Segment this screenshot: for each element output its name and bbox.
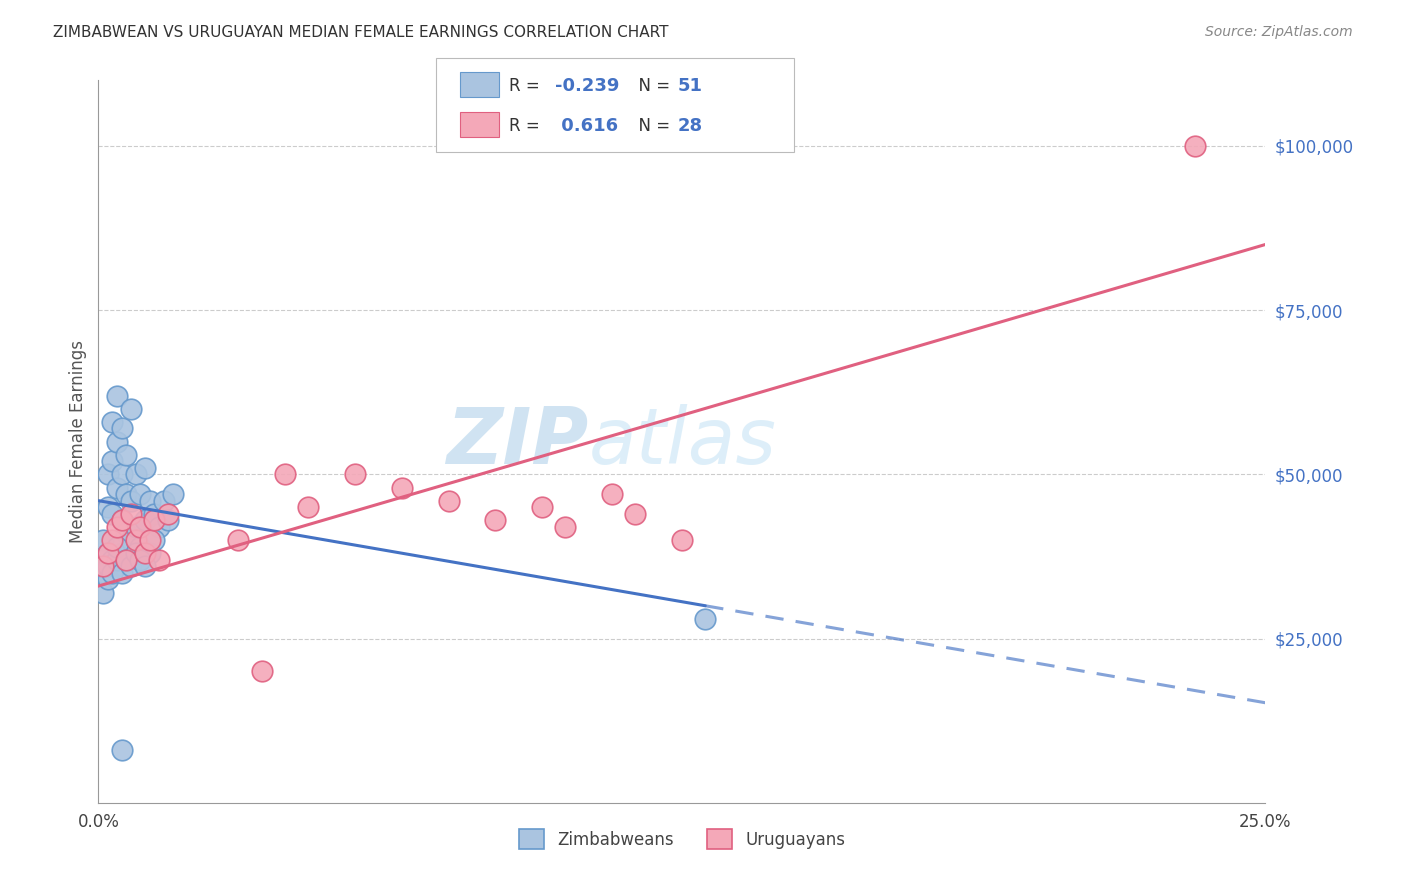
Point (125, 520, 148, 534)
Point (105, 481, 128, 495)
Point (250, 665, 273, 679)
Point (105, 434, 128, 449)
Point (111, 513, 134, 527)
Point (554, 520, 576, 534)
Point (274, 467, 297, 482)
Point (91, 566, 114, 580)
Text: -0.239: -0.239 (555, 78, 620, 95)
Point (101, 553, 124, 567)
Text: atlas: atlas (589, 403, 776, 480)
Text: ZIMBABWEAN VS URUGUAYAN MEDIAN FEMALE EARNINGS CORRELATION CHART: ZIMBABWEAN VS URUGUAYAN MEDIAN FEMALE EA… (53, 25, 669, 40)
Point (115, 448, 138, 462)
Point (120, 533, 142, 547)
Point (105, 520, 128, 534)
Point (101, 454, 124, 468)
Point (111, 546, 134, 560)
Text: 28: 28 (678, 117, 703, 135)
Text: 51: 51 (678, 78, 703, 95)
Text: Source: ZipAtlas.com: Source: ZipAtlas.com (1205, 25, 1353, 39)
Point (101, 566, 124, 580)
Point (91, 533, 114, 547)
Point (134, 559, 156, 574)
Point (115, 487, 138, 501)
Point (134, 460, 156, 475)
Point (115, 553, 138, 567)
Text: 0.616: 0.616 (555, 117, 619, 135)
Point (125, 533, 148, 547)
Point (120, 507, 142, 521)
Point (134, 546, 156, 560)
Point (115, 526, 138, 541)
Point (624, 507, 647, 521)
Point (125, 546, 148, 560)
Legend: Zimbabweans, Uruguayans: Zimbabweans, Uruguayans (512, 822, 852, 856)
Point (105, 540, 128, 554)
Point (1184, 139, 1206, 153)
Text: R =: R = (509, 78, 546, 95)
Point (97, 559, 120, 574)
Point (148, 520, 170, 534)
Point (157, 507, 180, 521)
Point (600, 487, 623, 501)
Point (228, 533, 250, 547)
Point (101, 415, 124, 429)
Point (101, 533, 124, 547)
Text: N =: N = (628, 78, 676, 95)
Point (97, 546, 120, 560)
Point (115, 553, 138, 567)
Point (101, 507, 124, 521)
Point (125, 467, 148, 482)
Point (143, 507, 166, 521)
Point (111, 513, 134, 527)
Y-axis label: Median Female Earnings: Median Female Earnings (69, 340, 87, 543)
Point (530, 500, 553, 515)
Point (97, 500, 120, 515)
Point (139, 533, 162, 547)
Point (139, 493, 162, 508)
Point (129, 540, 152, 554)
Point (129, 553, 152, 567)
Text: N =: N = (628, 117, 676, 135)
Point (134, 513, 156, 527)
Point (97, 573, 120, 587)
Point (97, 467, 120, 482)
Point (671, 533, 693, 547)
Point (157, 513, 180, 527)
Point (129, 520, 152, 534)
Text: ZIP: ZIP (446, 403, 589, 480)
Point (152, 493, 174, 508)
Point (111, 467, 134, 482)
Point (120, 559, 142, 574)
Point (297, 500, 319, 515)
Point (162, 487, 184, 501)
Point (484, 513, 506, 527)
Point (105, 553, 128, 567)
Point (105, 388, 128, 402)
Point (143, 533, 166, 547)
Point (139, 546, 162, 560)
Point (111, 566, 134, 580)
Point (91, 559, 114, 574)
Point (105, 559, 128, 574)
Point (344, 467, 367, 482)
Point (148, 553, 170, 567)
Point (437, 493, 460, 508)
Text: R =: R = (509, 117, 546, 135)
Point (111, 421, 134, 435)
Point (91, 585, 114, 599)
Point (97, 546, 120, 560)
Point (143, 513, 166, 527)
Point (120, 401, 142, 416)
Point (129, 487, 152, 501)
Point (111, 743, 134, 757)
Point (391, 481, 413, 495)
Point (120, 493, 142, 508)
Point (695, 612, 717, 626)
